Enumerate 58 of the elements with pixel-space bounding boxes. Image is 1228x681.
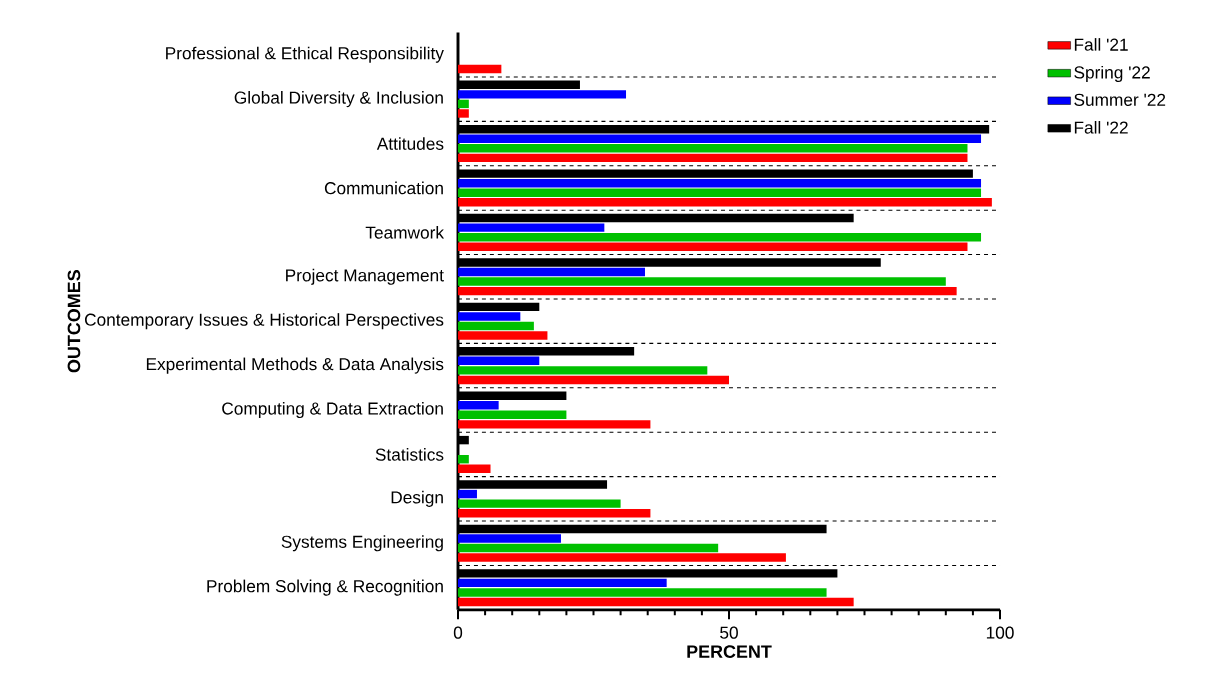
y-tick-label: Statistics xyxy=(375,448,444,461)
y-tick-label: Attitudes xyxy=(376,137,444,150)
bar xyxy=(458,464,491,473)
y-tick-label: Design xyxy=(391,490,443,507)
bar xyxy=(458,578,667,588)
y-tick-label: Problem Solving & Recognition xyxy=(207,579,443,596)
bar xyxy=(458,64,502,74)
bar xyxy=(458,588,827,597)
x-tick-label: 50 xyxy=(720,626,738,639)
bar xyxy=(458,508,651,518)
x-tick-label: 0 xyxy=(453,626,463,639)
y-tick-label: Contemporary Issues & Historical Perspectives xyxy=(84,313,444,330)
bar xyxy=(458,90,627,99)
bar xyxy=(458,331,548,340)
bar xyxy=(458,188,982,197)
bar xyxy=(458,366,708,375)
bar xyxy=(458,375,730,385)
y-tick-label: Communication xyxy=(324,181,443,195)
bar xyxy=(458,543,719,553)
bar xyxy=(458,499,621,508)
bar xyxy=(458,267,645,277)
bar xyxy=(458,223,605,232)
legend-label: Fall '21 xyxy=(1074,38,1128,51)
bar xyxy=(458,277,946,286)
bar xyxy=(458,153,968,163)
bar xyxy=(458,401,499,410)
bar xyxy=(458,99,469,109)
x-tick-label: 100 xyxy=(986,626,1014,639)
y-tick-label: Computing & Data Extraction xyxy=(222,401,443,419)
bar xyxy=(458,410,567,420)
bar xyxy=(458,198,992,207)
bar xyxy=(458,312,521,321)
bar xyxy=(458,286,957,296)
bar xyxy=(458,134,982,144)
bar xyxy=(458,321,534,331)
bar xyxy=(458,232,982,242)
legend-label: Spring '22 xyxy=(1074,65,1150,82)
legend-label: Summer '22 xyxy=(1074,93,1166,106)
bar xyxy=(458,597,854,607)
y-tick-label: Teamwork xyxy=(365,226,445,239)
y-axis-title: OUTCOMES xyxy=(67,270,81,373)
legend-label: Fall '22 xyxy=(1074,121,1128,134)
bar xyxy=(458,420,651,429)
bar xyxy=(458,553,786,562)
y-tick-label: Global Diversity & Inclusion xyxy=(234,91,443,108)
bar xyxy=(458,489,477,499)
bar xyxy=(458,109,469,118)
bar xyxy=(458,144,968,153)
bar xyxy=(458,534,561,543)
y-tick-label: Systems Engineering xyxy=(281,535,443,552)
bar xyxy=(458,242,968,251)
y-tick-label: Project Management xyxy=(286,268,444,285)
y-tick-label: Experimental Methods & Data Analysis xyxy=(146,357,444,374)
bar xyxy=(458,454,469,464)
bar xyxy=(458,356,540,366)
bar xyxy=(458,178,982,188)
y-tick-label: Professional & Ethical Responsibility xyxy=(166,46,444,63)
x-axis-title: PERCENT xyxy=(687,645,772,658)
